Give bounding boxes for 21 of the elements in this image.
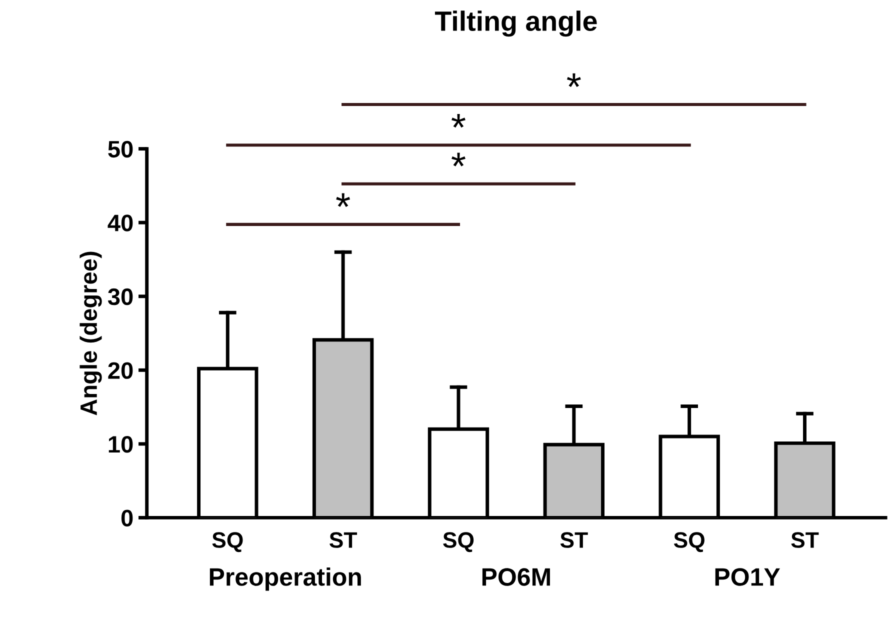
text: * [452, 114, 466, 128]
text: PO6M [482, 568, 550, 586]
annotation: * [452, 152, 466, 166]
annotation: * [336, 193, 350, 207]
x-tick-label: ST [330, 532, 358, 548]
y-axis-title: Angle (degree) [80, 252, 102, 416]
text: * [566, 73, 581, 88]
y-tick-label: 20 [108, 362, 133, 379]
y-tick-label: 30 [108, 288, 133, 306]
x-tick-label: SQ [674, 532, 704, 552]
text: Preoperation [210, 568, 361, 591]
x-tick-label: SQ [212, 532, 243, 552]
y-tick-label: 10 [108, 436, 133, 453]
x-tick-label: SQ [443, 532, 474, 552]
chart-title: Tilting angle [434, 10, 597, 37]
y-tick-label: 40 [108, 214, 133, 232]
y-tick-label: 50 [108, 140, 133, 158]
y-tick-label: 0 [121, 510, 133, 526]
x-tick-label: ST [560, 532, 588, 548]
text: PO1Y [715, 568, 780, 586]
x-tick-label: ST [791, 532, 819, 548]
